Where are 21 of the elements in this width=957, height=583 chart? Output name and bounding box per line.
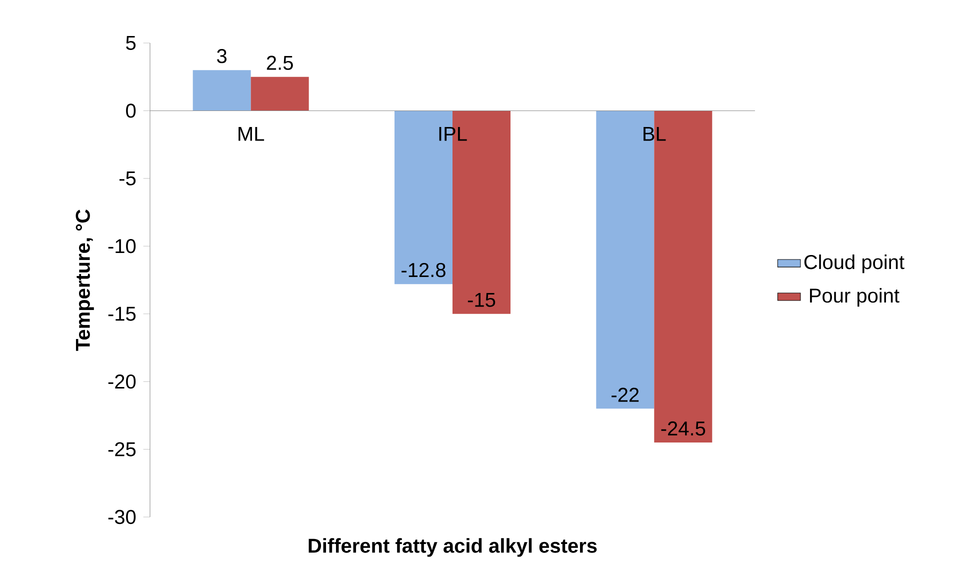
- y-tick-label: -30: [108, 510, 136, 524]
- data-label: 3: [217, 48, 227, 64]
- data-label: 2.5: [266, 56, 293, 70]
- data-label: -24.5: [661, 421, 706, 436]
- legend-label: Cloud point: [804, 254, 904, 274]
- y-axis-title: Temperture, °C: [76, 210, 94, 351]
- data-label: -22: [612, 388, 639, 402]
- legend-label: Pour point: [810, 288, 900, 307]
- data-label: -12.8: [402, 262, 446, 278]
- x-tick-label: ML: [238, 126, 264, 141]
- y-tick-label: 5: [126, 36, 136, 50]
- y-tick-label: -5: [119, 171, 136, 186]
- y-tick-label: -10: [108, 239, 136, 254]
- bar: [250, 76, 309, 111]
- y-tick-label: -25: [108, 442, 136, 456]
- y-tick-label: -20: [108, 374, 136, 389]
- x-axis-title: Different fatty acid alkyl esters: [308, 538, 597, 557]
- data-label: -15: [468, 292, 496, 307]
- y-tick-label: -15: [108, 306, 136, 321]
- bar: [192, 70, 251, 111]
- y-tick-label: 0: [126, 104, 136, 118]
